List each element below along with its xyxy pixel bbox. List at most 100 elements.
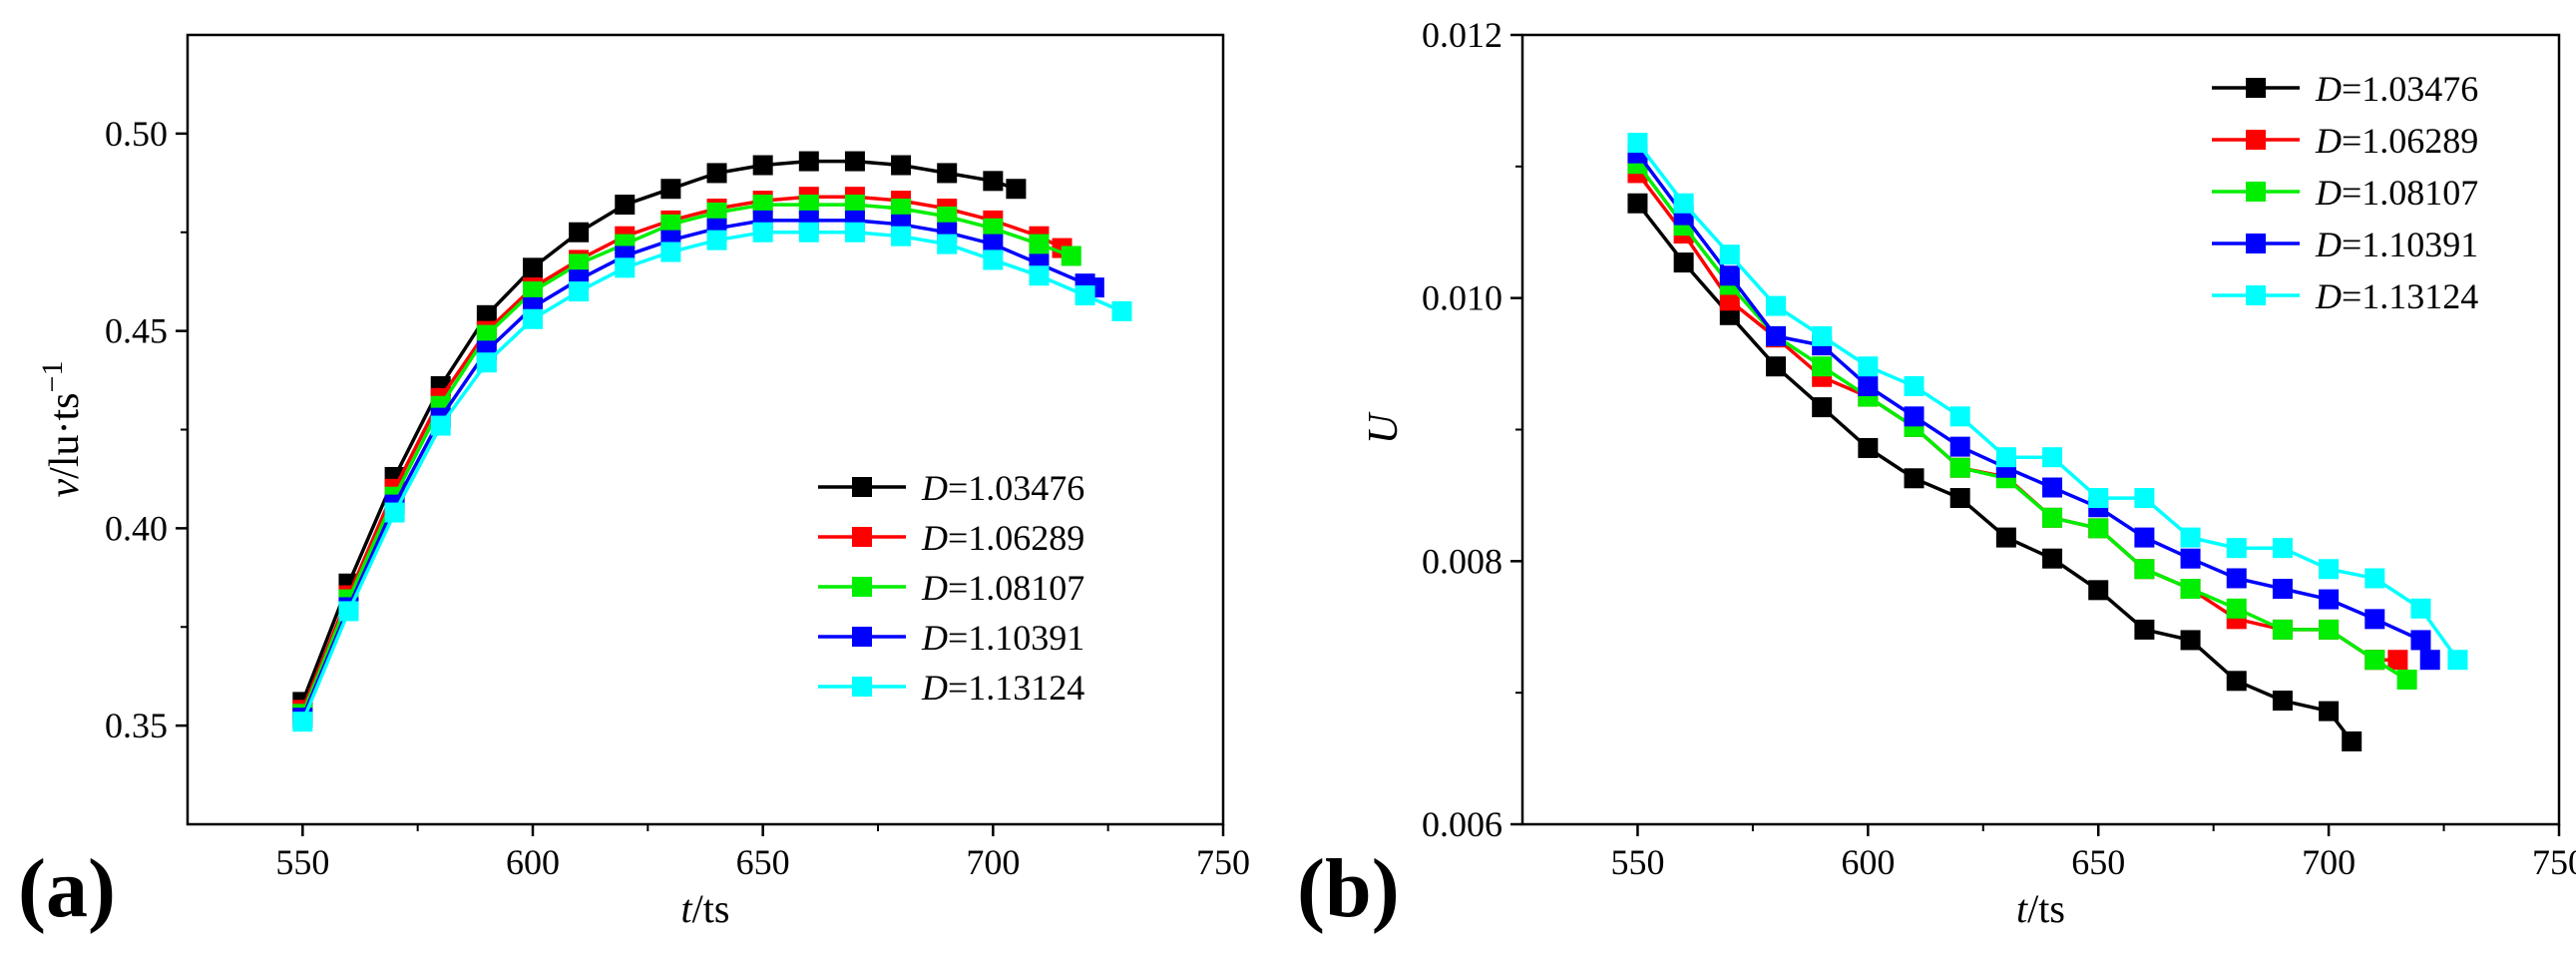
data-point [2319, 559, 2340, 580]
legend-marker [852, 577, 872, 597]
legend-symbol: D [2315, 276, 2342, 316]
data-point [2042, 507, 2063, 528]
data-point [983, 249, 1004, 270]
data-point [1719, 290, 1740, 311]
data-point [937, 163, 958, 184]
data-point [1765, 295, 1786, 316]
legend-value: =1.10391 [2342, 225, 2478, 264]
y-tick-label: 0.35 [105, 706, 168, 745]
data-point [569, 222, 590, 242]
data-point [1673, 193, 1694, 214]
panel-label-b: (b) [1297, 842, 1400, 935]
data-point [1673, 252, 1694, 273]
data-point [2134, 488, 2155, 509]
data-point [2272, 538, 2293, 559]
data-point [983, 171, 1004, 192]
data-point [983, 218, 1004, 239]
data-point [752, 195, 773, 216]
data-point [798, 151, 819, 172]
data-point [430, 415, 451, 436]
data-point [2042, 548, 2063, 569]
data-point [2272, 579, 2293, 600]
data-point [706, 230, 727, 250]
chart-b: 550 600 650 700 750 0.006 0.008 0.010 0.012 t/ts U… [1361, 15, 2576, 931]
legend-value: =1.10391 [948, 618, 1084, 658]
data-point [2134, 619, 2155, 640]
x-axis-label-unit: /ts [692, 886, 730, 931]
data-point [1029, 265, 1050, 286]
data-point [2410, 598, 2431, 619]
data-point [1949, 406, 1970, 427]
data-point [1949, 488, 1970, 509]
data-point [798, 222, 819, 242]
legend-marker [852, 527, 872, 547]
legend-entry: D=1.03476 [2315, 69, 2478, 109]
data-point [1111, 300, 1132, 321]
data-point [2088, 518, 2109, 539]
x-tick-label: 750 [2532, 842, 2576, 882]
data-point [752, 155, 773, 176]
x-tick-label: 600 [506, 842, 560, 882]
legend-entry: D=1.06289 [921, 518, 1084, 558]
series-line [1636, 142, 2459, 662]
data-point [752, 222, 773, 242]
data-point [1904, 468, 1925, 489]
data-point [1949, 457, 1970, 478]
data-point [891, 155, 912, 176]
y-tick-label: 0.012 [1422, 15, 1503, 55]
legend-marker [2246, 234, 2266, 253]
legend-entry: D=1.10391 [921, 618, 1084, 658]
data-point [1765, 356, 1786, 377]
chart-a: 550 600 650 700 750 0.35 0.40 0.45 0.50 t/ts v/lu·… [36, 33, 1250, 931]
y-axis-label-symbol: v [42, 478, 88, 497]
data-point [1061, 245, 1081, 266]
data-point [2387, 650, 2408, 671]
series-line [1635, 152, 2432, 661]
legend-symbol: D [921, 668, 948, 708]
data-point [2319, 589, 2340, 610]
data-point [844, 151, 865, 172]
legend-symbol: D [2315, 69, 2342, 109]
x-tick-label: 650 [2071, 842, 2125, 882]
y-axis-label-exponent: −1 [36, 361, 69, 393]
data-point [2226, 538, 2247, 559]
data-point [660, 241, 681, 262]
legend-symbol: D [921, 518, 948, 558]
legend-marker [852, 627, 872, 647]
data-point [2088, 488, 2109, 509]
legend-value: =1.06289 [948, 518, 1084, 558]
legend-symbol: D [2315, 225, 2342, 264]
y-axis-label: v/lu·ts−1 [36, 361, 88, 498]
panel-label-a: (a) [18, 842, 116, 935]
legend-entry: D=1.13124 [921, 668, 1084, 708]
y-axis-label-unit: /lu·ts [42, 392, 88, 478]
legend-marker [2246, 285, 2266, 305]
data-point [1812, 325, 1833, 346]
legend-entry: D=1.08107 [921, 568, 1084, 608]
data-point [2419, 650, 2440, 671]
data-point [2088, 580, 2109, 601]
data-point [569, 253, 590, 274]
y-axis-label: U [1361, 411, 1407, 444]
data-point [1995, 527, 2016, 548]
x-tick-label: 600 [1841, 842, 1895, 882]
data-point [2180, 630, 2201, 651]
data-point [706, 163, 727, 184]
x-tick-label: 700 [2302, 842, 2356, 882]
data-point [1949, 436, 1970, 457]
legend-entry: D=1.06289 [2315, 121, 2478, 161]
legend-entry: D=1.03476 [921, 468, 1084, 508]
legend-value: =1.03476 [948, 468, 1084, 508]
data-point [384, 502, 405, 523]
data-point [476, 324, 497, 345]
data-point [523, 257, 543, 278]
data-point [1627, 133, 1648, 154]
data-point [2226, 671, 2247, 692]
data-point [1904, 375, 1925, 396]
legend-symbol: D [2315, 173, 2342, 213]
data-point [937, 206, 958, 227]
data-point [615, 195, 636, 216]
x-axis-label-symbol: t [2016, 886, 2028, 931]
y-tick-label: 0.50 [105, 114, 168, 154]
